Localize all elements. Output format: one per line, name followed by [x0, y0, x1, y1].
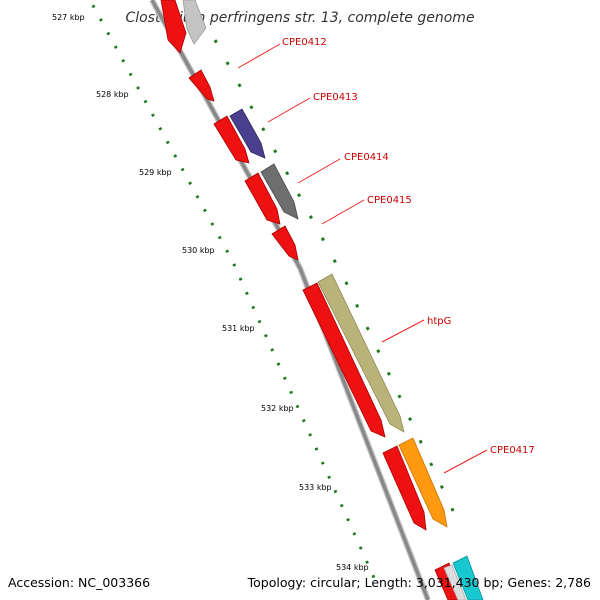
gene-label-cpe0415: CPE0415 [367, 195, 412, 206]
gene-arrow-olive [317, 273, 405, 433]
gene-arrow-purple [229, 108, 266, 159]
gene-arrow-cpe0415 [271, 225, 299, 261]
gene-arrow-gray-small [443, 564, 467, 600]
leader-line-cpe0412 [237, 43, 281, 69]
gene-arrow-cpe0411 [160, 0, 187, 54]
gene-arrow-cpe0412 [188, 69, 215, 102]
gene-arrow-orange [398, 437, 448, 528]
gene-label-cpe0414: CPE0414 [344, 152, 389, 163]
leader-line-cpe0417 [443, 449, 488, 474]
gene-arrow-dark-gray [260, 163, 299, 220]
reverse-strand-genes [160, 0, 463, 600]
tick-label-530: 530 kbp [182, 246, 215, 255]
tick-label-529: 529 kbp [139, 168, 172, 177]
tick-label-533: 533 kbp [299, 483, 332, 492]
gene-arrow-htpg [302, 282, 386, 438]
gene-label-cpe0417: CPE0417 [490, 445, 535, 456]
gene-arrow-cpe0413 [213, 115, 250, 164]
leader-line-htpg [381, 319, 425, 343]
map-title: Clostridium perfringens str. 13, complet… [125, 10, 474, 26]
tick-label-531: 531 kbp [222, 324, 255, 333]
gene-label-cpe0412: CPE0412 [282, 37, 327, 48]
leader-line-cpe0414 [297, 158, 341, 184]
gene-arrow-cpe0417 [382, 445, 427, 531]
leader-line-cpe0413 [267, 97, 311, 123]
leader-line-cpe0415 [321, 199, 365, 225]
gene-arrow-cpe0414 [244, 172, 281, 225]
gene-label-htpg: htpG [427, 316, 451, 327]
gene-label-cpe0413: CPE0413 [313, 92, 358, 103]
genome-backbone [149, 0, 431, 600]
tick-label-534: 534 kbp [336, 563, 369, 572]
gene-labels: CPE0412 CPE0413 CPE0414 CPE0415 htpG CPE… [237, 37, 535, 474]
tick-label-528: 528 kbp [96, 90, 129, 99]
accession-text: Accession: NC_003366 [8, 575, 150, 590]
tick-labels: 527 kbp 528 kbp 529 kbp 530 kbp 531 kbp … [52, 13, 369, 572]
outer-ruler-line [213, 39, 464, 531]
forward-strand-genes [182, 0, 484, 600]
gene-arrow-cyan [452, 555, 484, 600]
genome-summary-text: Topology: circular; Length: 3,031,430 bp… [247, 575, 591, 590]
gene-arrow-light-gray [182, 0, 207, 45]
tick-label-527: 527 kbp [52, 13, 85, 22]
tick-label-532: 532 kbp [261, 404, 294, 413]
